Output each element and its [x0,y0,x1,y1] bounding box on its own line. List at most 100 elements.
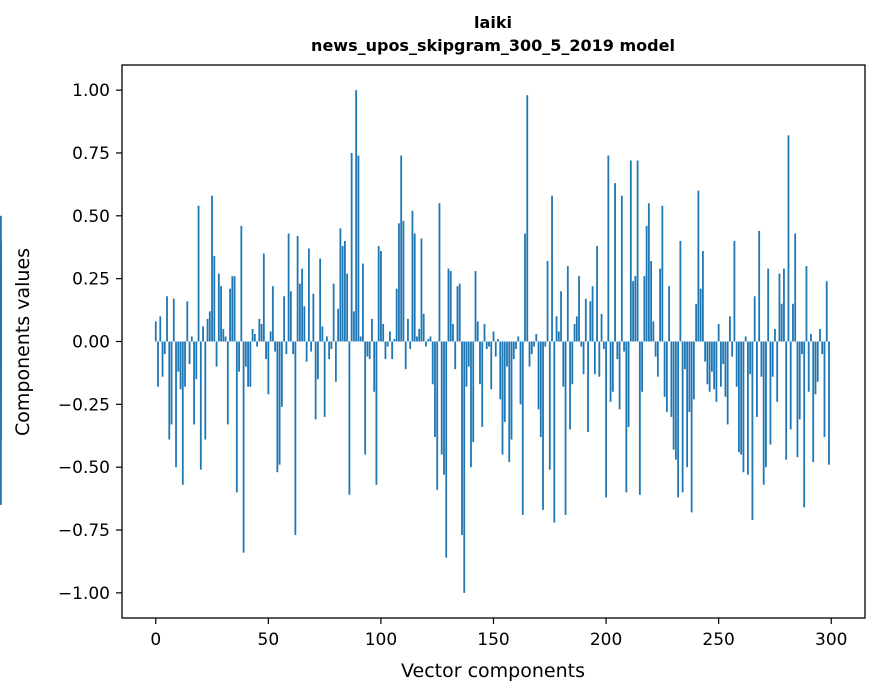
bar [654,341,657,357]
bar [652,321,655,342]
bar [756,341,758,417]
bar [629,160,632,342]
bar [569,341,571,430]
bar [722,341,725,365]
bar [778,273,781,342]
bar [807,341,810,392]
bar [542,341,544,510]
bar [677,341,680,498]
bar [560,291,562,342]
bar [177,341,180,372]
bar [708,341,711,392]
bar [465,341,468,387]
bar [240,225,243,342]
bar [440,341,443,455]
bar [573,323,576,342]
bar [571,341,574,385]
bar [253,333,256,342]
bar [643,276,646,342]
bar [190,336,193,342]
bar [740,341,743,455]
bar [774,328,776,342]
bar [445,341,448,558]
bar [265,341,267,360]
bar [798,341,801,420]
bar [211,195,213,342]
bar [690,341,693,513]
bar [760,341,763,377]
bar [575,316,578,342]
bar [434,341,436,438]
bar [217,273,220,342]
bar [812,341,815,463]
bar [375,341,378,485]
bar [656,341,659,377]
bar [526,95,529,342]
bar [0,341,2,505]
bar [602,341,605,350]
bar [564,341,567,515]
bar [670,341,673,417]
bar [384,341,387,360]
bar [672,341,675,450]
bar [271,286,274,342]
bar [803,341,806,508]
bar [463,341,466,593]
bar [771,341,774,377]
bar [695,303,698,342]
bar [524,233,526,342]
bar [402,220,405,342]
bar [598,341,601,377]
bar [476,321,479,342]
bar [398,223,400,342]
bar [553,341,556,523]
bar [355,90,358,342]
bar [699,288,702,342]
bar [413,233,416,342]
bar [733,240,736,342]
bar [420,238,423,342]
bar [821,341,824,355]
bar [717,323,720,342]
bar [472,341,475,443]
bar [686,341,689,468]
bar [260,323,263,342]
bar [418,328,421,342]
bar [551,195,553,342]
bar [557,331,560,342]
bar [197,205,200,342]
bar [805,266,808,342]
bar [701,251,704,342]
bar [0,311,2,342]
bar [154,321,157,342]
bar [582,341,585,375]
x-tick-label: 0 [150,630,161,650]
bar [323,341,326,417]
bar [443,341,445,475]
bars-group [0,90,830,593]
bar [627,341,630,427]
bar [494,341,497,357]
bar [202,326,204,342]
bar [713,341,716,390]
y-tick-label: 0.50 [72,207,110,227]
bar [276,341,279,473]
bar [479,341,481,385]
bar [801,341,803,355]
bar [605,341,607,498]
bar [506,341,508,367]
bar [238,341,240,372]
bar [256,341,258,347]
bar [623,341,625,352]
y-tick-label: −1.00 [58,584,110,604]
y-tick-label: 0.25 [72,270,110,290]
bar [593,341,596,375]
bar [776,341,779,402]
bar [458,283,461,342]
bar [341,245,344,342]
bar [546,261,549,342]
bar [377,245,380,342]
bar [395,288,398,342]
bar [512,341,515,360]
